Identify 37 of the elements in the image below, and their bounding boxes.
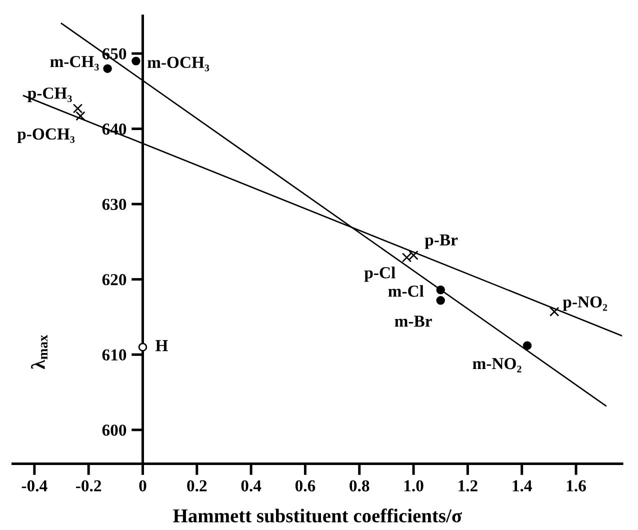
- y-tick-label: 620: [102, 274, 126, 286]
- y-tick-label: 630: [102, 198, 126, 210]
- annotation: H: [156, 340, 168, 352]
- point: [436, 286, 445, 294]
- point: [549, 306, 560, 317]
- point: [132, 56, 140, 66]
- x-tick-label: 1.6: [566, 480, 586, 492]
- x-tick-label: 1.2: [458, 480, 478, 492]
- annotation: p-OCH₃: [17, 128, 75, 144]
- annotation: p-CH₃: [28, 88, 72, 102]
- x-tick-label: 0: [139, 480, 146, 492]
- point: [522, 341, 532, 350]
- x-tick-label: 1.0: [404, 480, 424, 492]
- annotation: m-NO₂: [472, 358, 522, 372]
- x-tick-label: 0.4: [241, 480, 262, 492]
- x-tick-label: 0.8: [350, 480, 370, 492]
- x-tick-label: 0.2: [187, 480, 207, 492]
- x-axis-title: Hammett substituent coefficients/σ: [173, 508, 462, 522]
- x-tick-label: 1.4: [512, 480, 532, 492]
- annotation: p-Cl: [364, 266, 396, 282]
- point: [76, 111, 86, 121]
- annotation: m-Br: [394, 316, 432, 327]
- annotation: p-NO₂: [562, 296, 608, 311]
- y-axis-title: λ$_{max}$: [31, 334, 48, 370]
- y-tick-label: 610: [102, 349, 126, 361]
- point: [138, 342, 148, 352]
- x-tick-label: 0.6: [295, 480, 316, 492]
- annotation: p-Br: [424, 234, 458, 249]
- point: [103, 64, 112, 73]
- x-tick-label: -0.2: [76, 480, 102, 492]
- point: [72, 104, 83, 114]
- x-tick-label: -0.4: [22, 480, 48, 492]
- point: [436, 296, 445, 305]
- annotation: m-OCH₃: [148, 56, 210, 72]
- annotation: m-CH₃: [50, 56, 99, 70]
- y-tick-label: 600: [102, 424, 126, 436]
- annotation: m-Cl: [388, 285, 424, 297]
